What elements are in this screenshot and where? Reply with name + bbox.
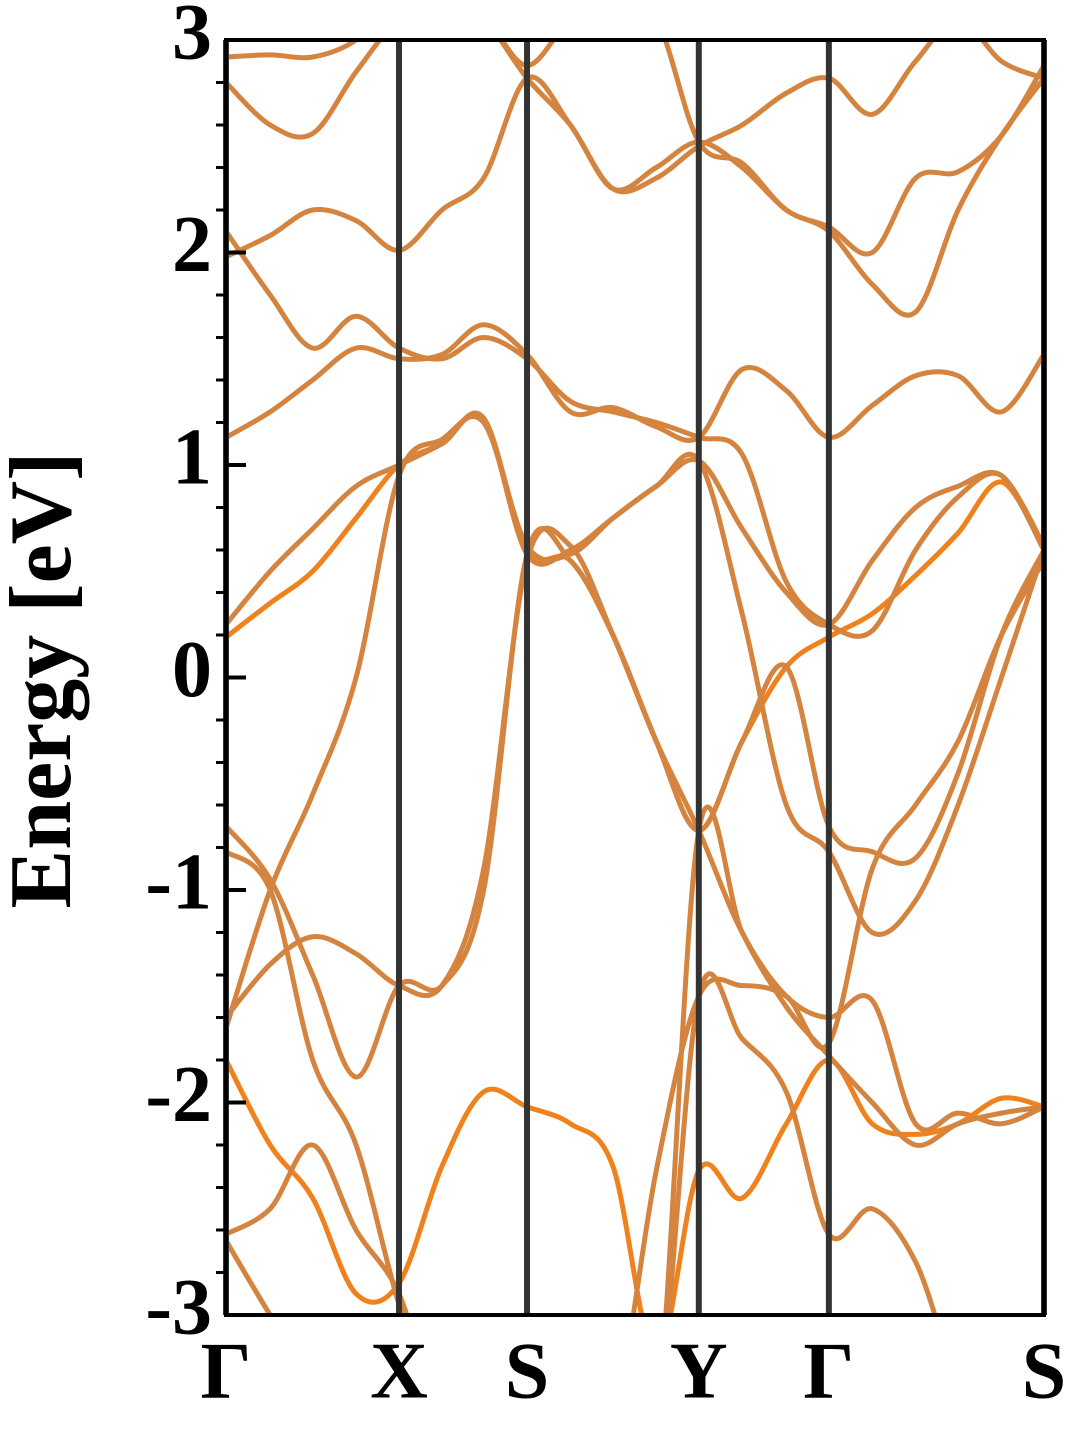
band-line: [226, 410, 1044, 833]
band-line: [226, 525, 1044, 1133]
x-tick-label: S: [505, 1327, 550, 1415]
band-line: [226, 804, 1044, 1315]
x-tick-label: Γ: [803, 1327, 854, 1415]
band-line: [226, 559, 1044, 1315]
y-axis-label: Energy [eV]: [0, 452, 90, 909]
band-line: [226, 1057, 1044, 1315]
band-line: [226, 971, 938, 1315]
band-line: [226, 410, 1044, 628]
x-tick-label: X: [370, 1327, 428, 1415]
y-tick-label: -1: [145, 838, 212, 926]
band-line: [226, 526, 1044, 1080]
y-tick-label: -2: [145, 1051, 212, 1139]
band-line: [226, 414, 1044, 1029]
band-line: [226, 40, 1044, 195]
y-tick-label: 3: [172, 0, 212, 76]
band-line: [226, 74, 1044, 318]
x-tick-label: Y: [670, 1327, 728, 1415]
band-line: [226, 40, 1044, 257]
x-tick-label: Γ: [201, 1327, 252, 1415]
y-tick-label: 1: [172, 413, 212, 501]
x-tick-label: S: [1022, 1327, 1067, 1415]
y-tick-label: 2: [172, 201, 212, 289]
y-tick-label: -3: [145, 1263, 212, 1351]
plot-area: [226, 40, 1044, 1315]
band-line: [226, 322, 1044, 443]
band-line: [226, 229, 1044, 639]
y-tick-label: 0: [172, 626, 212, 714]
